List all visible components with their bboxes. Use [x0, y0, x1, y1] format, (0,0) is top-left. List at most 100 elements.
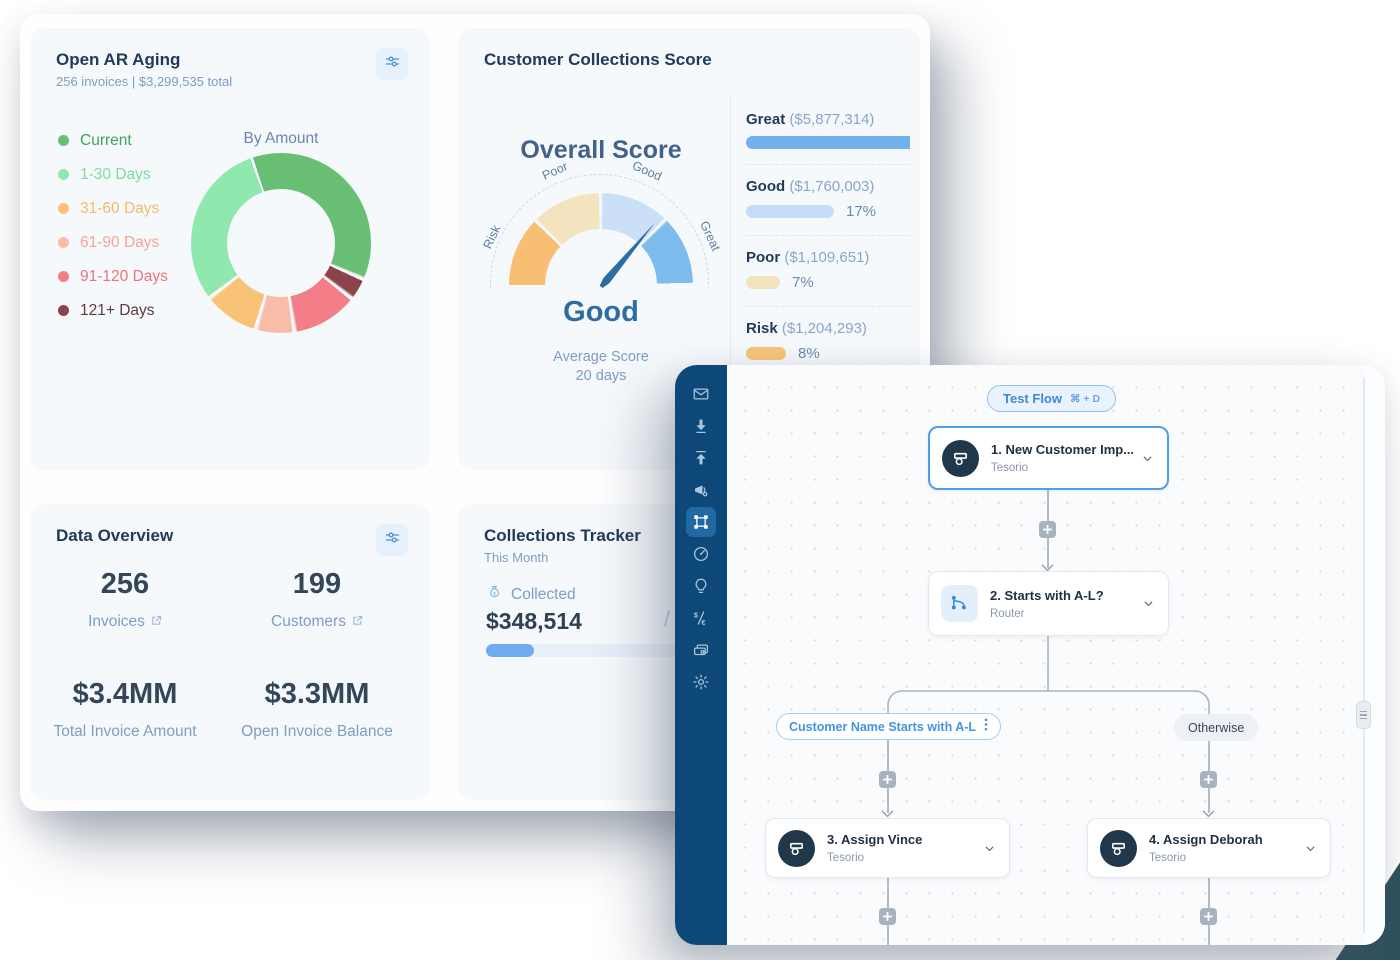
chevron-down-icon[interactable]: [1141, 452, 1155, 465]
sidebar-payments-in-icon[interactable]: [686, 411, 716, 441]
test-flow-button[interactable]: Test Flow ⌘ + D: [987, 385, 1117, 412]
sidebar-campaigns-icon[interactable]: [686, 475, 716, 505]
legend-dot: [58, 237, 69, 248]
svg-text:€: €: [701, 618, 706, 627]
collected-separator: /: [664, 606, 671, 631]
right-rail: [1364, 365, 1385, 945]
add-step-button[interactable]: [879, 771, 896, 788]
donut-chart-title: By Amount: [243, 130, 319, 147]
legend-dot: [58, 271, 69, 282]
chevron-down-icon[interactable]: [1142, 597, 1156, 610]
collections-tracker-period: This Month: [484, 550, 549, 565]
node-subtitle: Tesorio: [827, 852, 865, 864]
svg-text:$: $: [694, 610, 699, 619]
open-ar-aging-title: Open AR Aging: [56, 50, 181, 69]
invoices-link[interactable]: Invoices: [88, 613, 162, 631]
customers-link[interactable]: Customers: [271, 613, 363, 631]
customers-count: 199: [292, 568, 342, 600]
sliders-icon: [384, 53, 401, 75]
legend-item: 91-120 Days: [58, 266, 168, 287]
sliders-icon: [384, 529, 401, 551]
add-step-button[interactable]: [1200, 771, 1217, 788]
node-title: 4. Assign Deborah: [1149, 832, 1263, 847]
collected-amount: $348,514: [486, 608, 582, 634]
chevron-down-icon[interactable]: [1304, 842, 1318, 855]
score-row-label: Poor: [746, 249, 781, 266]
collections-score-title: Customer Collections Score: [484, 50, 712, 69]
invoices-count: 256: [100, 568, 150, 600]
branch-otherwise-pill[interactable]: Otherwise: [1174, 714, 1259, 741]
donut-hole: [227, 189, 335, 297]
node-subtitle: Tesorio: [1149, 852, 1187, 864]
gauge-caption-line1: Average Score: [553, 349, 649, 365]
data-overview-title: Data Overview: [56, 526, 174, 545]
flow-node-3[interactable]: 3. Assign Vince Tesorio: [765, 818, 1010, 878]
chevron-down-icon[interactable]: [983, 842, 997, 855]
legend-item: Current: [58, 130, 168, 151]
more-options-icon[interactable]: [984, 718, 988, 736]
score-row-label: Good: [746, 178, 786, 195]
legend-label: Current: [80, 131, 132, 149]
score-bar-percent: 17%: [846, 203, 877, 220]
flow-node-2[interactable]: 2. Starts with A-L? Router: [928, 571, 1169, 636]
score-bar: [746, 205, 834, 218]
external-link-icon: [151, 613, 162, 631]
score-row: Great ($5,877,314): [746, 98, 910, 165]
score-breakdown-list: Great ($5,877,314) Good ($1,760,003) 17% Po…: [746, 98, 910, 378]
sidebar-insights-icon[interactable]: [686, 571, 716, 601]
sidebar-settings-icon[interactable]: [686, 667, 716, 697]
add-step-button[interactable]: [1200, 908, 1217, 925]
collected-label: Collected: [511, 586, 576, 603]
branch-condition-pill[interactable]: Customer Name Starts with A-L: [776, 713, 1002, 740]
total-invoice-amount: $3.4MM: [72, 678, 178, 710]
legend-label: 61-90 Days: [80, 233, 160, 251]
data-overview-filter-button[interactable]: [376, 524, 408, 556]
branch-condition-label: Customer Name Starts with A-L: [789, 719, 977, 734]
open-ar-filter-button[interactable]: [376, 48, 408, 80]
sidebar-currency-icon[interactable]: $ €: [686, 603, 716, 633]
sidebar-billing-icon[interactable]: [686, 635, 716, 665]
arrow-down-icon: [881, 805, 894, 818]
open-invoice-balance-label: Open Invoice Balance: [241, 723, 393, 740]
node-subtitle: Router: [990, 607, 1025, 620]
node-subtitle: Tesorio: [991, 462, 1029, 474]
test-flow-label: Test Flow: [1003, 391, 1062, 406]
add-step-button[interactable]: [879, 908, 896, 925]
add-step-button[interactable]: [1039, 521, 1056, 538]
score-bar-track: [746, 136, 910, 149]
score-bar: [746, 347, 786, 360]
sidebar-mail-icon[interactable]: [686, 379, 716, 409]
legend-label: 121+ Days: [80, 301, 155, 319]
open-ar-aging-subtitle: 256 invoices | $3,299,535 total: [56, 74, 233, 89]
score-bar: [746, 276, 780, 289]
legend-item: 121+ Days: [58, 300, 168, 321]
legend-dot: [58, 169, 69, 180]
flow-node-4[interactable]: 4. Assign Deborah Tesorio: [1087, 818, 1331, 878]
legend-item: 31-60 Days: [58, 198, 168, 219]
stat-customers: 199 Customers: [222, 568, 412, 631]
flow-node-1[interactable]: 1. New Customer Imp... Tesorio: [928, 426, 1169, 490]
score-bar-percent: 7%: [792, 274, 814, 291]
gauge-title: Overall Score: [520, 136, 682, 164]
sidebar-goals-icon[interactable]: [686, 539, 716, 569]
panel-drag-handle[interactable]: [1356, 701, 1371, 729]
sidebar-flows-icon[interactable]: [686, 507, 716, 537]
score-bar-percent: 8%: [798, 345, 820, 362]
open-ar-aging-card: Open AR Aging 256 invoices | $3,299,535 …: [30, 28, 430, 470]
branch-otherwise-label: Otherwise: [1188, 720, 1245, 735]
collections-tracker-title: Collections Tracker: [484, 526, 641, 545]
legend-dot: [58, 305, 69, 316]
sidebar-payments-out-icon[interactable]: [686, 443, 716, 473]
collections-progress-fill: [486, 644, 534, 657]
legend-label: 91-120 Days: [80, 267, 168, 285]
score-row-amount: ($1,204,293): [777, 320, 867, 337]
arrow-down-icon: [1041, 559, 1054, 572]
node-title: 2. Starts with A-L?: [990, 587, 1104, 603]
card-divider: [730, 94, 731, 466]
score-row-amount: ($5,877,314): [785, 111, 875, 128]
score-bar: [746, 136, 910, 149]
score-row: Good ($1,760,003) 17%: [746, 165, 910, 236]
flow-canvas[interactable]: Test Flow ⌘ + D Customer Name Starts wit…: [727, 365, 1385, 945]
total-invoice-amount-label: Total Invoice Amount: [53, 723, 197, 740]
ar-aging-donut-chart: [191, 153, 371, 333]
